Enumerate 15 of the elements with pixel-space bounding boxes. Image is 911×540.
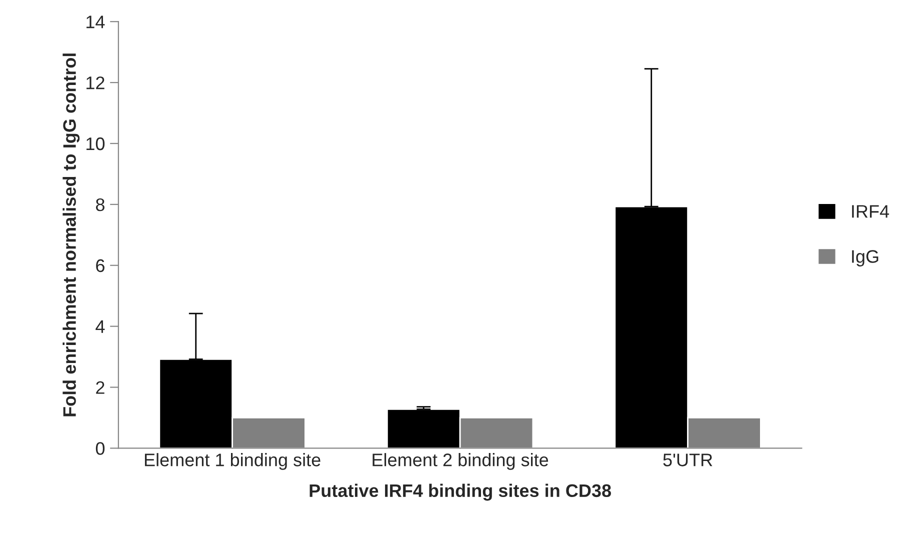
- y-tick-label: 6: [96, 259, 104, 272]
- x-tick-label: 5'UTR: [663, 454, 712, 466]
- x-tick-label: Element 2 binding site: [372, 453, 548, 470]
- y-tick-label: 0: [96, 442, 105, 455]
- x-axis-title: Putative IRF4 binding sites in CD38: [310, 484, 612, 501]
- y-tick-label: 10: [86, 137, 105, 150]
- y-tick-label: 2: [96, 381, 104, 394]
- y-axis-title: Fold enrichment normalised to IgG control: [62, 54, 80, 416]
- x-tick-label: Element 1 binding site: [144, 453, 320, 470]
- legend-label: IRF4: [852, 205, 890, 218]
- y-tick-label: 4: [96, 320, 105, 333]
- legend-label: IgG: [852, 250, 878, 266]
- y-tick-label: 8: [96, 198, 104, 212]
- y-tick-label: 12: [86, 76, 104, 90]
- y-tick-label: 14: [86, 16, 105, 28]
